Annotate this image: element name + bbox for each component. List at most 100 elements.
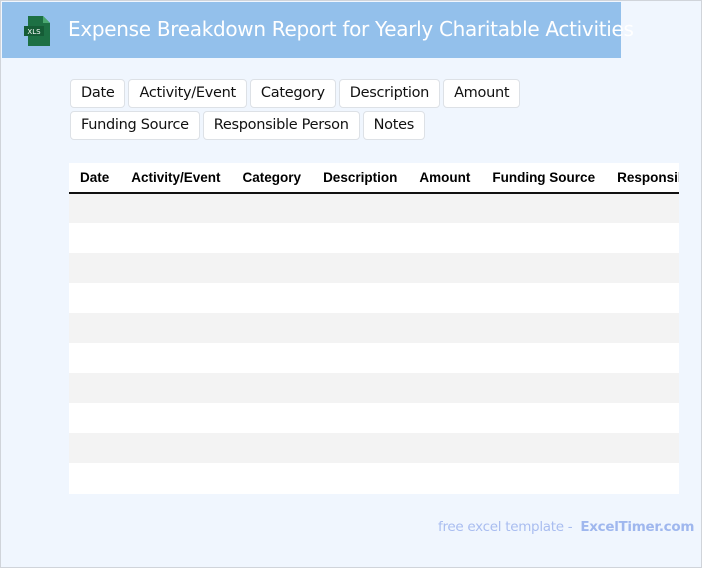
- table-cell[interactable]: [408, 313, 482, 343]
- table-cell[interactable]: [120, 403, 232, 433]
- table-cell[interactable]: [481, 343, 607, 373]
- table-cell[interactable]: [120, 373, 232, 403]
- table-cell[interactable]: [481, 283, 607, 313]
- table-cell[interactable]: [481, 193, 607, 223]
- table-cell[interactable]: [606, 223, 679, 253]
- table-cell[interactable]: [120, 223, 232, 253]
- table-cell[interactable]: [231, 193, 313, 223]
- table-cell[interactable]: [312, 283, 409, 313]
- table-cell[interactable]: [408, 373, 482, 403]
- column-chip[interactable]: Description: [338, 79, 441, 108]
- table-cell[interactable]: [69, 283, 121, 313]
- table-row: [69, 433, 679, 463]
- table-cell[interactable]: [312, 193, 409, 223]
- table-header-row: Date Activity/Event Category Description Amo…: [69, 163, 679, 194]
- table-cell[interactable]: [481, 433, 607, 463]
- table-cell[interactable]: [69, 463, 121, 493]
- table-cell[interactable]: [312, 313, 409, 343]
- table-cell[interactable]: [231, 283, 313, 313]
- table-row: [69, 463, 679, 493]
- table-cell[interactable]: [231, 253, 313, 283]
- table-cell[interactable]: [231, 373, 313, 403]
- footer: free excel template - ExcelTimer.com: [438, 519, 694, 535]
- table-cell[interactable]: [481, 463, 607, 493]
- table-cell[interactable]: [231, 343, 313, 373]
- table-cell[interactable]: [231, 223, 313, 253]
- column-chip[interactable]: Responsible Person: [202, 111, 360, 140]
- table-row: [69, 193, 679, 223]
- table-row: [69, 223, 679, 253]
- table-cell[interactable]: [69, 343, 121, 373]
- table-cell[interactable]: [69, 373, 121, 403]
- table-cell[interactable]: [312, 403, 409, 433]
- table-cell[interactable]: [606, 313, 679, 343]
- table-cell[interactable]: [69, 253, 121, 283]
- table-cell[interactable]: [120, 253, 232, 283]
- table-cell[interactable]: [120, 463, 232, 493]
- table-cell[interactable]: [69, 403, 121, 433]
- column-header: Activity/Event: [120, 163, 232, 194]
- table-row: [69, 313, 679, 343]
- table-cell[interactable]: [481, 313, 607, 343]
- table-cell[interactable]: [231, 313, 313, 343]
- table-row: [69, 253, 679, 283]
- table-cell[interactable]: [408, 223, 482, 253]
- table-cell[interactable]: [120, 193, 232, 223]
- table-cell[interactable]: [408, 433, 482, 463]
- table-cell[interactable]: [606, 343, 679, 373]
- table-cell[interactable]: [69, 223, 121, 253]
- column-header: Amount: [408, 163, 482, 194]
- brand-link[interactable]: ExcelTimer.com: [580, 519, 695, 535]
- table-cell[interactable]: [312, 433, 409, 463]
- column-chip[interactable]: Funding Source: [70, 111, 200, 140]
- column-chip[interactable]: Notes: [362, 111, 425, 140]
- table-row: [69, 283, 679, 313]
- table-cell[interactable]: [408, 253, 482, 283]
- table-cell[interactable]: [408, 193, 482, 223]
- table-cell[interactable]: [606, 463, 679, 493]
- table-cell[interactable]: [312, 373, 409, 403]
- table-cell[interactable]: [120, 433, 232, 463]
- column-chip[interactable]: Activity/Event: [128, 79, 247, 108]
- table-cell[interactable]: [120, 343, 232, 373]
- page-title: Expense Breakdown Report for Yearly Char…: [68, 17, 634, 41]
- table-cell[interactable]: [312, 253, 409, 283]
- table-cell[interactable]: [408, 343, 482, 373]
- column-chip[interactable]: Amount: [443, 79, 521, 108]
- table-cell[interactable]: [312, 223, 409, 253]
- column-header: Responsible Person: [606, 163, 679, 194]
- title-bar: XLS Expense Breakdown Report for Yearly …: [2, 2, 634, 58]
- table-cell[interactable]: [231, 403, 313, 433]
- expense-table: Date Activity/Event Category Description Amo…: [69, 163, 679, 494]
- svg-text:XLS: XLS: [27, 28, 41, 36]
- table-cell[interactable]: [69, 433, 121, 463]
- table-cell[interactable]: [606, 403, 679, 433]
- table-cell[interactable]: [481, 403, 607, 433]
- table-cell[interactable]: [120, 283, 232, 313]
- table-cell[interactable]: [408, 463, 482, 493]
- table-cell[interactable]: [408, 403, 482, 433]
- table-cell[interactable]: [408, 283, 482, 313]
- table-cell[interactable]: [606, 433, 679, 463]
- xls-file-icon: XLS: [24, 16, 50, 46]
- table-cell[interactable]: [481, 373, 607, 403]
- table-cell[interactable]: [606, 283, 679, 313]
- table-row: [69, 403, 679, 433]
- table-row: [69, 373, 679, 403]
- table-cell[interactable]: [606, 253, 679, 283]
- table-cell[interactable]: [69, 193, 121, 223]
- table-cell[interactable]: [606, 373, 679, 403]
- table-cell[interactable]: [481, 253, 607, 283]
- table-cell[interactable]: [312, 463, 409, 493]
- column-chip[interactable]: Category: [249, 79, 336, 108]
- table-cell[interactable]: [120, 313, 232, 343]
- table-cell[interactable]: [312, 343, 409, 373]
- column-header: Category: [231, 163, 313, 194]
- table-cell[interactable]: [69, 313, 121, 343]
- table-cell[interactable]: [606, 193, 679, 223]
- table-cell[interactable]: [231, 463, 313, 493]
- table-cell[interactable]: [481, 223, 607, 253]
- column-chip[interactable]: Date: [70, 79, 126, 108]
- table-cell[interactable]: [231, 433, 313, 463]
- table-row: [69, 343, 679, 373]
